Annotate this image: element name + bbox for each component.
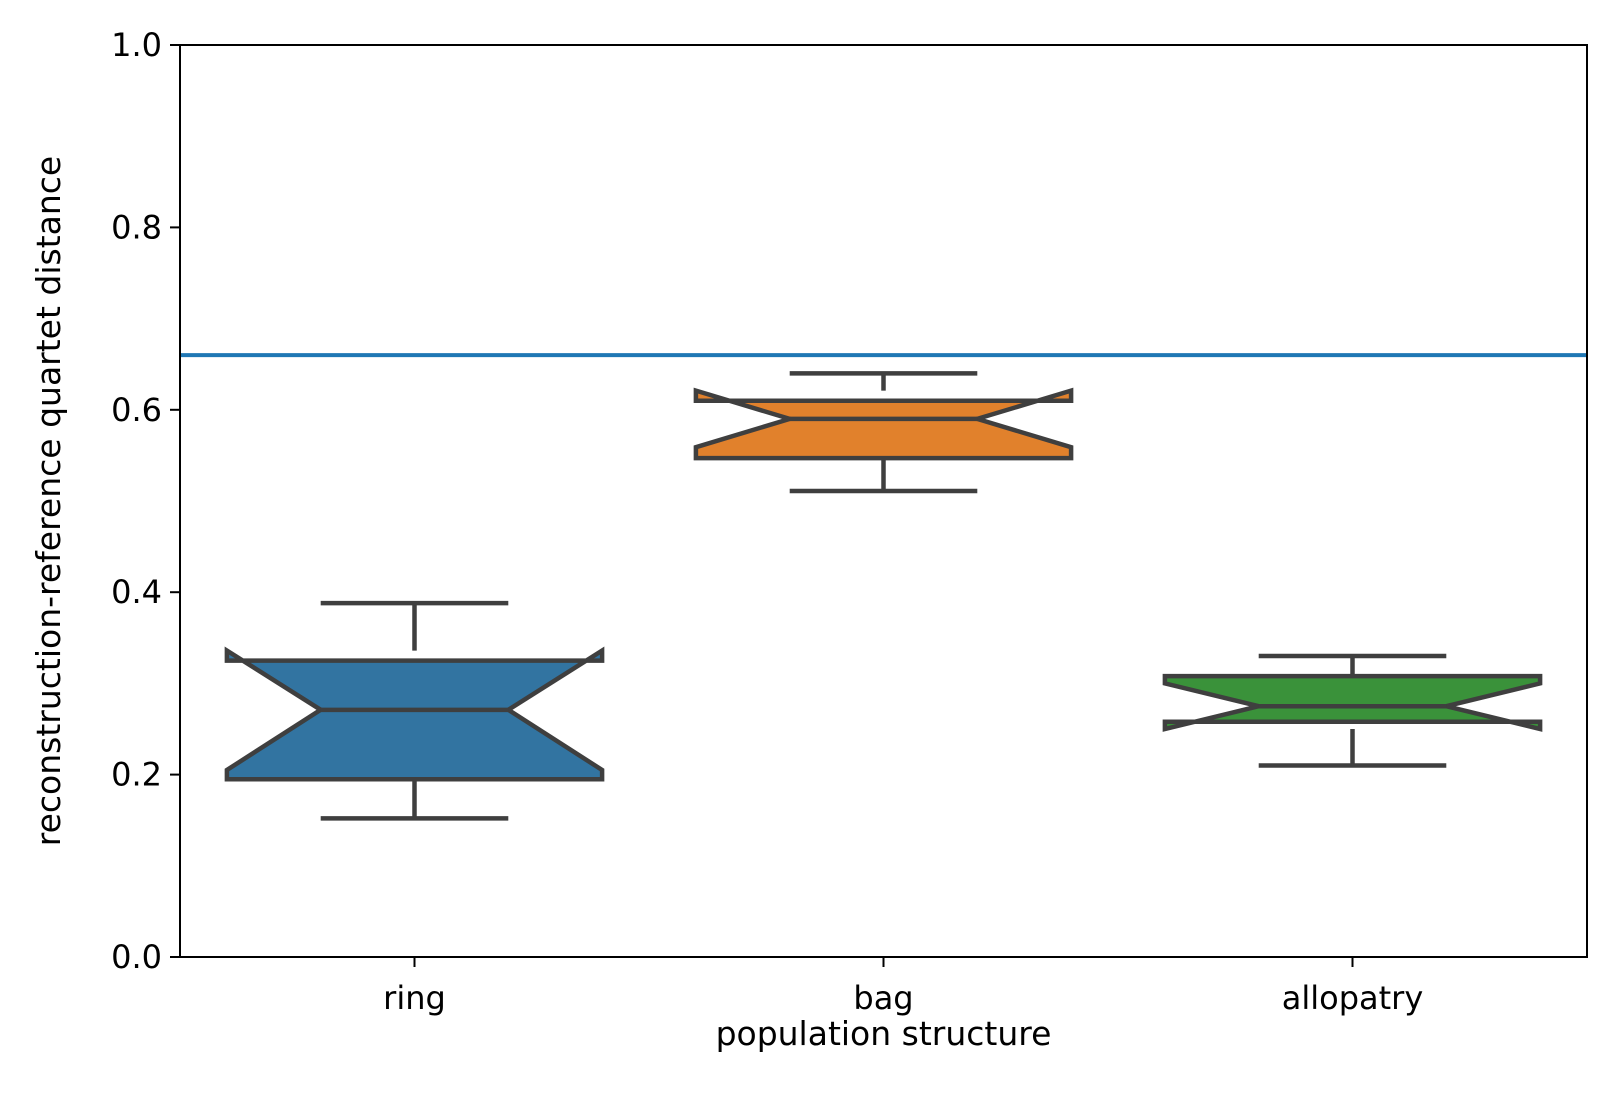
y-tick-label: 0.2 xyxy=(111,756,162,794)
x-axis-label: population structure xyxy=(716,1014,1052,1053)
box-bag xyxy=(693,371,1074,494)
y-tick-label: 0.6 xyxy=(111,391,162,429)
x-tick-label: allopatry xyxy=(1282,979,1424,1017)
box-allopatry xyxy=(1162,653,1543,768)
y-tick-label: 0.4 xyxy=(111,573,162,611)
box-body xyxy=(1162,673,1543,732)
y-axis-label: reconstruction-reference quartet distanc… xyxy=(29,156,68,847)
y-tick-label: 0.8 xyxy=(111,208,162,246)
axes: ring bag allopatry 0.0 0.2 0.4 0.6 0.8 1.0 xyxy=(111,26,1423,1017)
box-body xyxy=(693,387,1074,461)
box-body xyxy=(224,646,605,782)
plot-area xyxy=(180,353,1587,821)
y-tick-label: 0.0 xyxy=(111,938,162,976)
x-tick-label: ring xyxy=(383,979,446,1017)
box-ring xyxy=(224,600,605,821)
x-tick-label: bag xyxy=(853,979,913,1017)
y-tick-label: 1.0 xyxy=(111,26,162,64)
